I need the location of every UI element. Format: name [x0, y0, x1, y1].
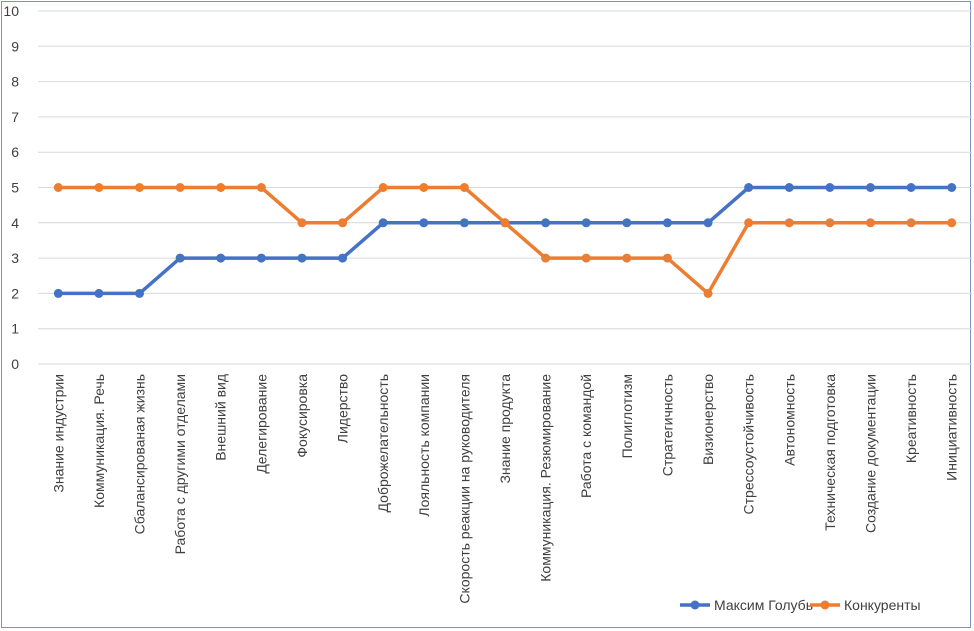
legend-label: Конкуренты	[844, 597, 921, 613]
series-line	[56, 185, 954, 296]
x-tick-label: Стратегичность	[659, 374, 675, 476]
y-axis-ticks: 0 1 2 3 4 5 6 7 8 9 10	[3, 3, 19, 372]
data-point	[216, 253, 226, 263]
data-point	[500, 218, 510, 228]
y-tick-label: 7	[11, 109, 19, 125]
x-tick-label: Коммуникация. Речь	[91, 374, 107, 508]
x-tick-label: Полиглотизм	[619, 374, 635, 458]
data-point	[703, 218, 713, 228]
data-point	[744, 183, 754, 192]
data-point	[297, 253, 307, 263]
x-tick-label: Техническая подготовка	[822, 374, 838, 531]
data-point	[378, 183, 388, 192]
x-tick-label: Работа с другими отделами	[172, 374, 188, 554]
data-point	[459, 218, 469, 228]
data-point	[135, 183, 145, 192]
data-point	[338, 218, 348, 228]
data-point	[378, 218, 388, 228]
y-tick-label: 10	[3, 3, 19, 19]
x-tick-label: Креативность	[903, 374, 919, 463]
x-tick-label: Доброжелательность	[375, 374, 391, 512]
data-point	[825, 183, 835, 192]
data-point	[459, 183, 469, 192]
legend-item: Конкуренты	[810, 597, 921, 613]
data-point	[581, 218, 591, 228]
series-line	[56, 185, 954, 296]
series-0	[53, 183, 957, 298]
x-tick-label: Знание индустрии	[50, 374, 66, 493]
data-point	[865, 218, 875, 228]
x-tick-label: Стрессоустойчивость	[741, 374, 757, 514]
y-tick-label: 4	[11, 215, 19, 231]
data-point	[256, 183, 266, 192]
data-point	[662, 253, 672, 263]
x-tick-label: Лидерство	[335, 374, 351, 443]
data-point	[784, 218, 794, 228]
data-point	[906, 218, 916, 228]
data-point	[53, 183, 63, 192]
y-tick-label: 0	[11, 356, 19, 372]
legend-label: Максим Голубь	[714, 597, 813, 613]
data-point	[744, 218, 754, 228]
x-axis-ticks: Знание индустрии Коммуникация. Речь Сбалан…	[50, 374, 959, 604]
data-point	[947, 218, 957, 228]
data-point	[865, 183, 875, 192]
data-point	[947, 183, 957, 192]
x-tick-label: Фокусировка	[294, 374, 310, 458]
data-point	[541, 253, 551, 263]
y-tick-label: 1	[11, 321, 19, 337]
x-tick-label: Внешний вид	[213, 374, 229, 461]
data-point	[622, 218, 632, 228]
data-point	[175, 183, 185, 192]
x-tick-label: Коммуникация. Резюмирование	[538, 374, 554, 582]
data-point	[338, 253, 348, 263]
data-point	[784, 183, 794, 192]
x-tick-label: Автономность	[781, 374, 797, 466]
legend-item: Максим Голубь	[680, 597, 813, 613]
x-tick-label: Лояльность компании	[416, 374, 432, 517]
data-point	[541, 218, 551, 228]
series-1	[53, 183, 957, 298]
data-point	[94, 183, 104, 192]
x-tick-label: Знание продукта	[497, 374, 513, 484]
data-point	[297, 218, 307, 228]
x-tick-label: Скорость реакции на руководителя	[456, 374, 472, 604]
data-point	[906, 183, 916, 192]
legend-marker	[690, 600, 700, 610]
y-tick-label: 8	[11, 74, 19, 90]
data-point	[703, 288, 713, 298]
x-tick-label: Визионерство	[700, 374, 716, 465]
data-point	[94, 288, 104, 298]
y-tick-label: 2	[11, 285, 19, 301]
series-lines	[53, 183, 957, 298]
x-tick-label: Сбалансированая жизнь	[132, 374, 148, 534]
data-point	[53, 288, 63, 298]
y-tick-label: 6	[11, 144, 19, 160]
y-tick-label: 3	[11, 250, 19, 266]
y-tick-label: 5	[11, 180, 19, 196]
data-point	[622, 253, 632, 263]
x-tick-label: Делегирование	[253, 374, 269, 474]
y-tick-label: 9	[11, 38, 19, 54]
data-point	[662, 218, 672, 228]
data-point	[825, 218, 835, 228]
data-point	[581, 253, 591, 263]
x-tick-label: Инициативность	[944, 374, 960, 481]
data-point	[256, 253, 266, 263]
legend-marker	[820, 600, 830, 610]
data-point	[135, 288, 145, 298]
x-tick-label: Работа с командой	[578, 374, 594, 498]
legend: Максим Голубь Конкуренты	[680, 597, 921, 613]
x-tick-label: Создание документации	[862, 374, 878, 533]
data-point	[419, 183, 429, 192]
data-point	[175, 253, 185, 263]
data-point	[419, 218, 429, 228]
data-point	[216, 183, 226, 192]
